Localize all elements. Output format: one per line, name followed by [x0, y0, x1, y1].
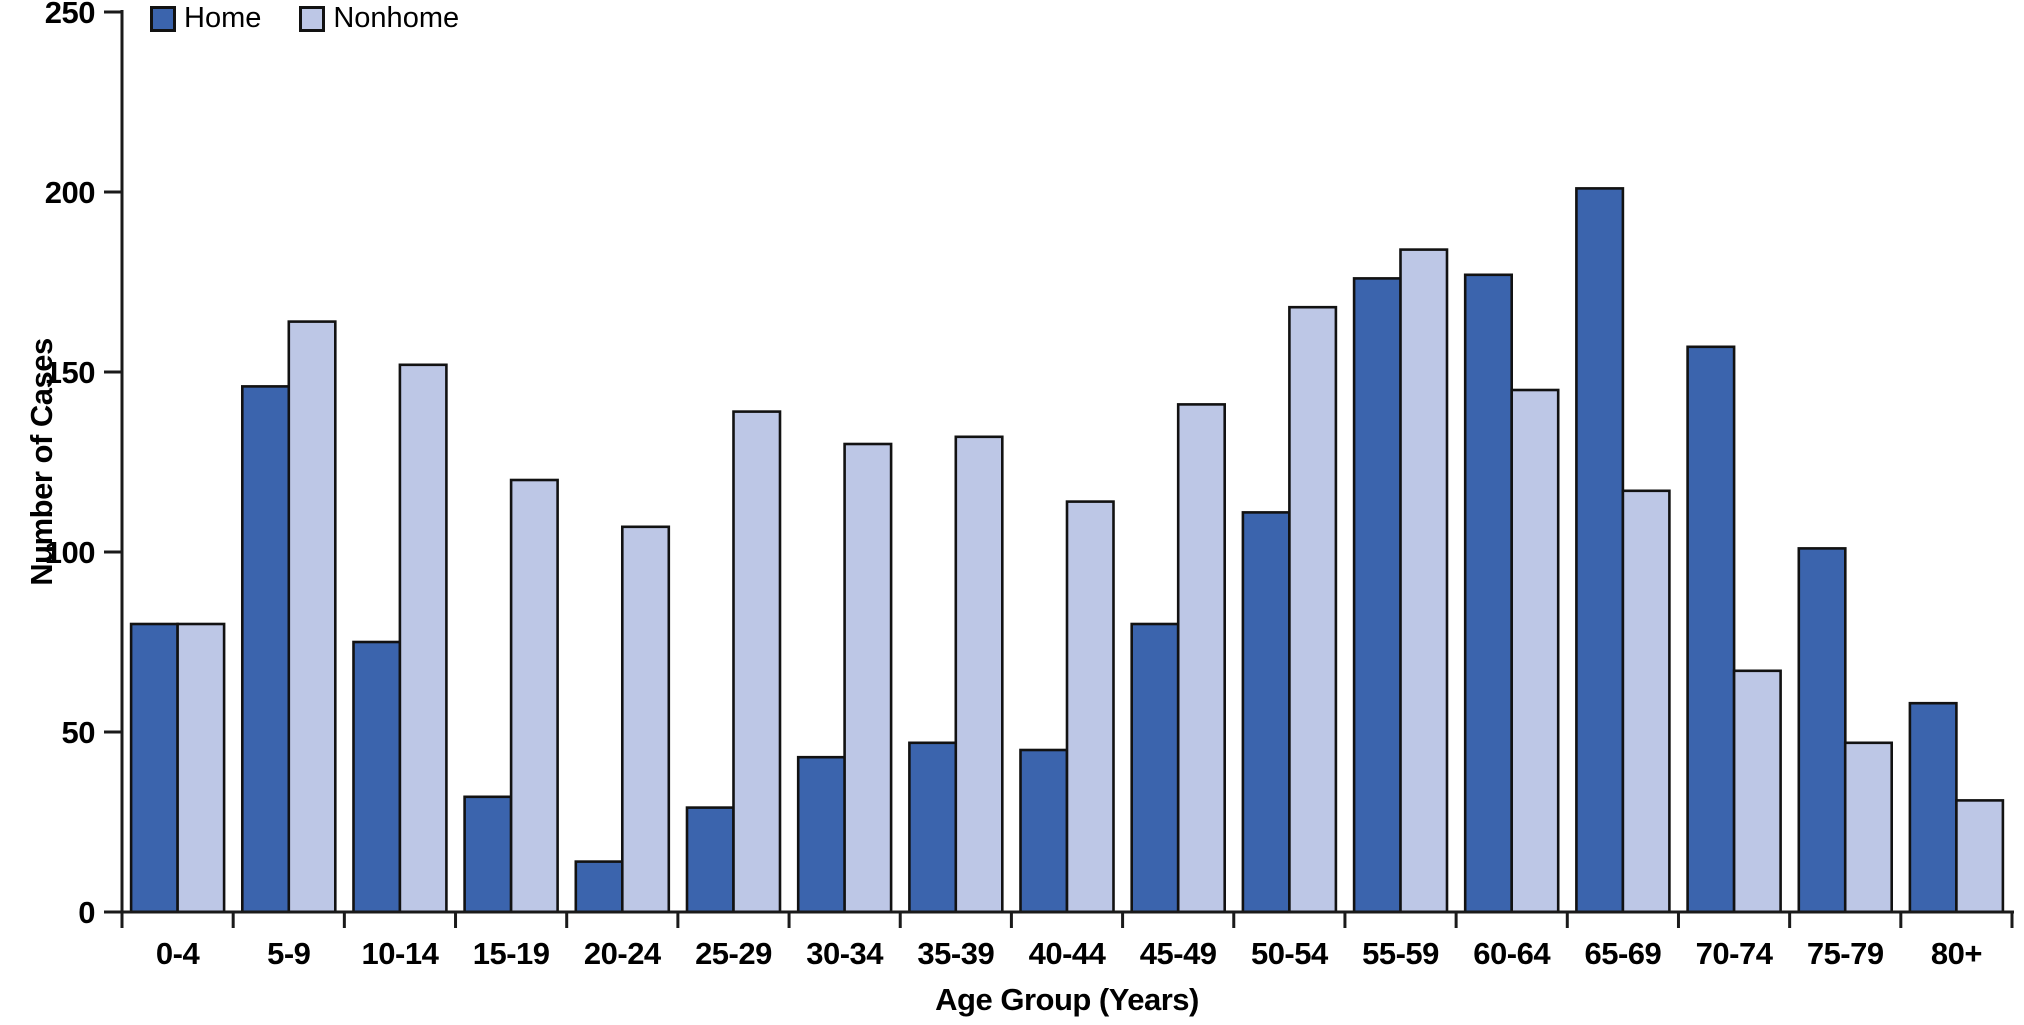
bar-home-0-4 — [129, 622, 179, 914]
bar-nonhome-50-54 — [1288, 305, 1338, 914]
y-tick-label: 200 — [45, 175, 95, 210]
bar-nonhome-10-14 — [398, 363, 448, 914]
y-tick-label: 50 — [62, 715, 95, 750]
bar-home-20-24 — [574, 860, 624, 914]
x-axis-title: Age Group (Years) — [935, 982, 1199, 1017]
x-category-label-30-34: 30-34 — [806, 936, 884, 971]
legend-item-home: Home — [150, 4, 261, 33]
bar-home-30-34 — [796, 755, 847, 914]
bar-home-5-9 — [241, 385, 291, 914]
x-category-label-25-29: 25-29 — [695, 936, 772, 971]
x-category-label-5-9: 5-9 — [267, 936, 311, 971]
bar-nonhome-0-4 — [176, 622, 226, 914]
bar-nonhome-65-69 — [1621, 489, 1671, 914]
x-category-label-10-14: 10-14 — [362, 936, 440, 971]
bar-nonhome-25-29 — [732, 410, 782, 914]
x-category-label-35-39: 35-39 — [917, 936, 994, 971]
x-category-label-75-79: 75-79 — [1807, 936, 1884, 971]
bar-home-60-64 — [1463, 273, 1513, 914]
legend-item-nonhome: Nonhome — [299, 4, 459, 33]
x-category-label-20-24: 20-24 — [584, 936, 662, 971]
bar-nonhome-20-24 — [620, 525, 671, 914]
y-tick-label: 100 — [45, 535, 95, 570]
bar-nonhome-5-9 — [287, 320, 337, 914]
chart-legend: Home Nonhome — [150, 4, 459, 33]
bar-home-75-79 — [1797, 547, 1847, 914]
legend-label: Nonhome — [333, 2, 460, 34]
bar-nonhome-70-74 — [1732, 669, 1782, 914]
legend-label: Home — [184, 2, 262, 34]
bar-home-25-29 — [685, 806, 735, 914]
bar-home-50-54 — [1241, 511, 1291, 914]
x-category-label-80+: 80+ — [1931, 936, 1982, 971]
legend-swatch-home — [150, 5, 176, 32]
bar-nonhome-35-39 — [954, 435, 1004, 914]
x-category-label-60-64: 60-64 — [1473, 936, 1551, 971]
bar-nonhome-60-64 — [1510, 388, 1560, 914]
bar-home-15-19 — [463, 795, 513, 914]
bar-nonhome-80+ — [1955, 799, 2005, 914]
x-category-label-70-74: 70-74 — [1696, 936, 1774, 971]
bar-home-10-14 — [352, 640, 402, 914]
bar-nonhome-75-79 — [1843, 741, 1893, 914]
x-category-label-55-59: 55-59 — [1362, 936, 1439, 971]
bar-nonhome-15-19 — [509, 478, 559, 914]
x-category-label-15-19: 15-19 — [473, 936, 550, 971]
bar-home-80+ — [1908, 701, 1958, 914]
bar-home-35-39 — [908, 741, 958, 914]
bar-nonhome-30-34 — [843, 442, 893, 914]
bar-home-40-44 — [1019, 748, 1069, 914]
x-category-label-65-69: 65-69 — [1584, 936, 1661, 971]
bar-home-70-74 — [1686, 345, 1736, 914]
x-category-label-0-4: 0-4 — [156, 936, 201, 971]
bar-nonhome-40-44 — [1065, 500, 1115, 914]
y-tick-label: 150 — [45, 355, 95, 390]
bar-home-45-49 — [1130, 622, 1180, 914]
y-tick-label: 250 — [45, 0, 95, 30]
x-category-label-50-54: 50-54 — [1251, 936, 1329, 971]
x-category-label-40-44: 40-44 — [1029, 936, 1107, 971]
bar-nonhome-55-59 — [1399, 248, 1449, 914]
bar-home-65-69 — [1575, 187, 1625, 914]
x-category-label-45-49: 45-49 — [1140, 936, 1217, 971]
bar-home-55-59 — [1352, 277, 1402, 914]
y-tick-label: 0 — [78, 895, 95, 930]
legend-swatch-nonhome — [299, 5, 326, 32]
bar-nonhome-45-49 — [1176, 403, 1226, 914]
